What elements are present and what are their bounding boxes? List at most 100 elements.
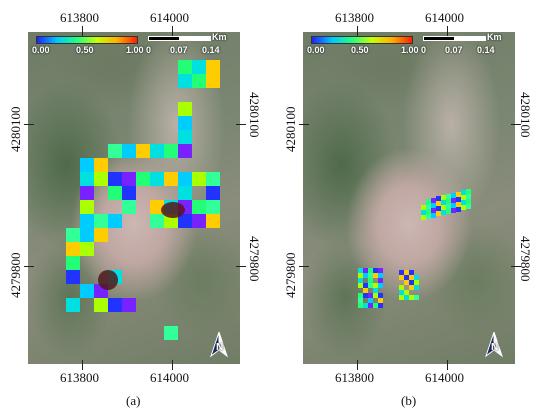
overlay-pixel [409,280,414,285]
overlay-pixel [461,190,466,196]
overlay-cell [108,186,122,200]
overlay-cell [122,186,136,200]
y-tick-left-2: 4279800 [283,252,298,299]
scale-bar-label-2: 0.14 [477,45,495,55]
panel-b: 0.00 0.50 1.00 Km 0 0.07 0.14 N 613800 6… [275,0,550,413]
overlay-pixel [373,293,378,298]
overlay-pixel [404,270,409,275]
x-tick-mark [357,26,358,36]
overlay-cell [80,214,94,228]
overlay-pixel [378,293,383,298]
dark-spot [98,270,118,290]
legend: 0.00 0.50 1.00 [32,36,146,60]
x-tick-mark [357,360,358,370]
overlay-pixel [426,213,431,219]
overlay-cell [206,214,220,228]
overlay-pixel [466,194,471,200]
overlay-pixel [451,197,456,203]
x-tick-bottom-1: 613800 [60,370,99,385]
overlay-pixel [446,194,451,199]
overlay-pixel [431,212,436,218]
overlay-cell [94,228,108,242]
overlay-pixel [358,298,363,303]
overlay-cell [108,214,122,228]
overlay-pixel [456,191,461,197]
x-tick-bottom-1: 613800 [335,370,374,385]
overlay-cell [80,186,94,200]
y-tick-mark [24,124,34,125]
overlay-pixel [409,285,414,290]
legend-mid-label: 0.50 [76,45,94,55]
overlay-cell [122,172,136,186]
overlay-pixel [451,207,456,213]
overlay-pixel [436,201,441,207]
overlay-cell [136,172,150,186]
y-tick-mark [511,124,521,125]
overlay-pixel [436,211,441,217]
y-tick-right-1: 4280100 [518,92,533,138]
y-tick-right-1: 4280100 [247,92,262,138]
overlay-cell [192,214,206,228]
legend-max-label: 1.00 [401,45,419,55]
overlay-pixel [466,204,471,210]
legend-max-label: 1.00 [126,45,144,55]
overlay-pixel [436,196,441,202]
scale-bar: Km 0 0.07 0.14 [421,32,515,60]
overlay-pixel [358,283,363,288]
legend-min-label: 0.00 [32,45,50,55]
overlay-cell [94,214,108,228]
overlay-pixel [378,268,383,273]
overlay-cell [80,172,94,186]
overlay-pixel [456,196,461,202]
overlay-pixel [461,200,466,206]
overlay-cell [66,228,80,242]
overlay-pixel [409,275,414,280]
overlay-cell [192,60,206,74]
overlay-cell [150,172,164,186]
overlay-pixel [399,275,404,280]
x-tick-bottom-2: 614000 [150,370,189,385]
overlay-cell [164,172,178,186]
overlay-cell [206,200,220,214]
overlay-pixel [431,202,436,208]
overlay-pixel [421,205,426,210]
overlay-pixel [373,288,378,293]
overlay-pixel [414,285,419,290]
overlay-pixel [368,273,373,278]
overlay-cell [80,200,94,214]
overlay-pixel [431,197,436,203]
scale-bar-segment [423,36,455,41]
legend: 0.00 0.50 1.00 [307,36,421,60]
overlay-pixel [373,273,378,278]
y-tick-mark [236,266,246,267]
overlay-cell [122,298,136,312]
y-tick-left-2: 4279800 [8,252,23,299]
overlay-cell [66,256,80,270]
overlay-pixel [409,295,414,300]
overlay-pixel [426,208,431,214]
overlay-cell [206,172,220,186]
overlay-cell [178,214,192,228]
overlay-pixel [368,283,373,288]
overlay-pixel [399,270,404,275]
y-tick-mark [24,266,34,267]
overlay-pixel [378,298,383,303]
caption-a: (a) [126,393,141,408]
x-tick-top-2: 614000 [150,10,189,25]
overlay-pixel [373,283,378,288]
legend-mid-label: 0.50 [351,45,369,55]
overlay-pixel [378,278,383,283]
dark-spot [161,202,185,218]
overlay-pixel [441,205,446,211]
y-tick-right-2: 4279800 [518,236,533,282]
overlay-pixel [363,283,368,288]
overlay-cell [178,74,192,88]
overlay-pixel [421,210,426,215]
overlay-pixel [368,298,373,303]
overlay-cell [206,186,220,200]
y-tick-left-1: 4280100 [283,106,298,153]
panel-a: 0.00 0.50 1.00 Km 0 0.07 0.14 N 613800 6… [8,10,262,408]
overlay-cell [80,284,94,298]
overlay-cell [66,298,80,312]
overlay-pixel [436,206,441,212]
